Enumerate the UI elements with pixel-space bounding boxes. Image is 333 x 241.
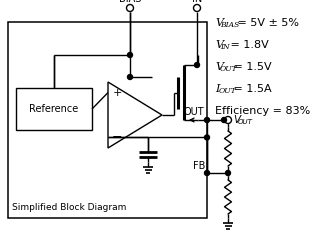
Text: +: + — [112, 87, 122, 98]
Polygon shape — [108, 82, 162, 148]
Text: IN: IN — [192, 0, 202, 4]
Text: BIAS: BIAS — [220, 21, 239, 29]
Circle shape — [221, 118, 226, 122]
Circle shape — [128, 74, 133, 80]
Text: = 1.5A: = 1.5A — [229, 84, 271, 94]
Circle shape — [193, 5, 200, 12]
Text: Reference: Reference — [29, 104, 79, 114]
Circle shape — [128, 53, 133, 58]
Text: OUT: OUT — [238, 119, 253, 125]
Circle shape — [225, 170, 230, 175]
Text: FB: FB — [192, 161, 205, 171]
Circle shape — [127, 5, 134, 12]
Text: OUT: OUT — [220, 65, 238, 73]
Text: OUT: OUT — [219, 87, 237, 95]
Text: −: − — [112, 131, 122, 144]
Bar — [16, 88, 92, 130]
Text: OUT: OUT — [183, 107, 204, 117]
Circle shape — [194, 62, 199, 67]
Text: IN: IN — [220, 43, 230, 51]
Text: Simplified Block Diagram: Simplified Block Diagram — [12, 203, 127, 212]
Text: V: V — [215, 62, 223, 72]
Text: BIAS: BIAS — [119, 0, 141, 4]
Text: = 1.5V: = 1.5V — [230, 62, 272, 72]
Circle shape — [204, 118, 209, 122]
Text: = 1.8V: = 1.8V — [227, 40, 269, 50]
Text: = 5V ± 5%: = 5V ± 5% — [234, 18, 299, 28]
Text: V: V — [215, 18, 223, 28]
Text: V: V — [233, 115, 240, 125]
Text: V: V — [215, 40, 223, 50]
Text: I: I — [215, 84, 219, 94]
Circle shape — [204, 170, 209, 175]
Text: Efficiency = 83%: Efficiency = 83% — [215, 106, 310, 116]
Bar — [8, 22, 207, 218]
Circle shape — [204, 135, 209, 140]
Circle shape — [224, 116, 231, 123]
